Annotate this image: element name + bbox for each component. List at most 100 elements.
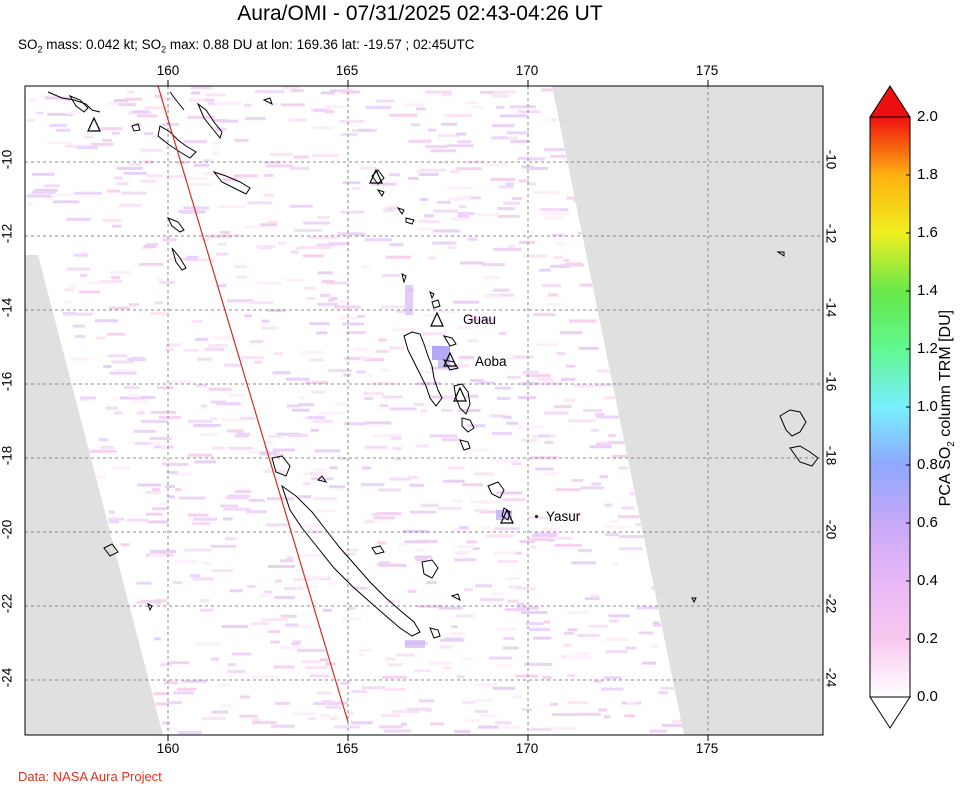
- swath-pixel: [551, 233, 566, 237]
- swath-pixel: [515, 674, 539, 678]
- swath-pixel: [612, 562, 620, 566]
- swath-pixel: [185, 257, 197, 261]
- swath-pixel: [527, 157, 545, 161]
- swath-pixel: [107, 354, 128, 358]
- swath-pixel: [500, 725, 520, 729]
- swath-pixel: [661, 724, 682, 727]
- swath-pixel: [548, 293, 559, 297]
- swath-pixel: [474, 508, 488, 512]
- so2-spot-yasur: [496, 510, 512, 520]
- swath-pixel: [497, 664, 512, 668]
- swath-pixel: [46, 141, 72, 145]
- swath-pixel: [346, 548, 359, 552]
- swath-pixel: [222, 178, 238, 182]
- swath-pixel: [418, 699, 435, 703]
- swath-pixel: [183, 140, 207, 144]
- swath-pixel: [483, 163, 508, 167]
- swath-pixel: [341, 90, 361, 94]
- swath-pixel: [155, 702, 169, 706]
- swath-pixel: [396, 309, 405, 313]
- swath-pixel: [542, 527, 560, 531]
- swath-pixel: [414, 402, 424, 406]
- swath-pixel: [254, 89, 273, 93]
- swath-pixel: [624, 714, 636, 718]
- swath-pixel: [392, 447, 402, 451]
- swath-pixel: [499, 114, 528, 118]
- swath-pixel: [338, 316, 357, 320]
- swath-pixel: [186, 255, 199, 259]
- swath-pixel: [491, 124, 515, 128]
- swath-pixel: [621, 506, 635, 510]
- swath-pixel: [415, 444, 429, 448]
- swath-pixel: [154, 301, 163, 305]
- swath-pixel: [427, 128, 436, 132]
- swath-pixel: [492, 686, 516, 690]
- swath-pixel: [404, 103, 424, 107]
- swath-pixel: [293, 155, 309, 159]
- swath-pixel: [467, 237, 478, 241]
- swath-pixel: [98, 438, 109, 442]
- swath-pixel: [286, 278, 304, 282]
- swath-pixel: [335, 402, 347, 406]
- swath-pixel: [311, 477, 334, 481]
- swath-pixel: [222, 234, 243, 238]
- swath-pixel: [160, 445, 168, 449]
- swath-pixel: [260, 594, 269, 597]
- lon-tick-top-170: 170: [515, 63, 539, 78]
- swath-pixel: [143, 245, 156, 248]
- swath-pixel: [90, 449, 117, 453]
- swath-pixel: [313, 702, 339, 706]
- swath-pixel: [438, 606, 463, 610]
- swath-pixel: [179, 496, 206, 500]
- lon-tick-top-160: 160: [156, 63, 180, 78]
- swath-pixel: [533, 532, 559, 536]
- swath-pixel: [494, 459, 521, 463]
- swath-pixel: [313, 468, 327, 472]
- swath-pixel: [329, 717, 337, 720]
- swath-pixel: [280, 559, 294, 563]
- swath-pixel: [464, 588, 473, 592]
- swath-pixel: [599, 475, 609, 479]
- swath-pixel: [180, 210, 202, 214]
- swath-pixel: [118, 103, 137, 107]
- swath-pixel: [490, 414, 504, 418]
- swath-pixel: [246, 585, 256, 588]
- swath-pixel: [466, 394, 479, 398]
- swath-pixel: [495, 721, 512, 725]
- swath-pixel: [31, 172, 55, 176]
- swath-pixel: [477, 381, 495, 385]
- swath-pixel: [339, 120, 365, 123]
- swath-pixel: [595, 413, 605, 416]
- swath-pixel: [64, 288, 74, 292]
- swath-pixel: [543, 411, 569, 415]
- swath-pixel: [320, 91, 335, 95]
- swath-pixel: [371, 182, 397, 186]
- swath-pixel: [651, 586, 654, 590]
- swath-pixel: [364, 445, 388, 449]
- swath-pixel: [342, 181, 361, 185]
- colorbar-label-0.6: 0.6: [917, 514, 938, 531]
- swath-pixel: [357, 315, 365, 318]
- swath-pixel: [80, 398, 91, 402]
- swath-pixel: [293, 577, 311, 581]
- swath-pixel: [264, 441, 274, 444]
- swath-pixel: [194, 460, 216, 464]
- swath-pixel: [272, 371, 291, 375]
- swath-pixel: [263, 193, 275, 197]
- swath-pixel: [75, 334, 86, 338]
- swath-pixel: [472, 547, 480, 551]
- swath-pixel: [493, 247, 522, 251]
- swath-pixel: [173, 691, 194, 695]
- swath-pixel: [395, 653, 415, 657]
- swath-pixel: [324, 105, 346, 109]
- swath-pixel: [150, 410, 177, 414]
- swath-pixel: [496, 491, 522, 495]
- swath-pixel: [159, 281, 176, 285]
- swath-pixel: [267, 565, 296, 568]
- swath-pixel: [486, 534, 514, 538]
- swath-pixel: [501, 293, 515, 297]
- swath-pixel: [35, 111, 44, 115]
- swath-pixel: [535, 467, 554, 471]
- swath-pixel: [298, 495, 312, 499]
- swath-pixel: [351, 690, 367, 694]
